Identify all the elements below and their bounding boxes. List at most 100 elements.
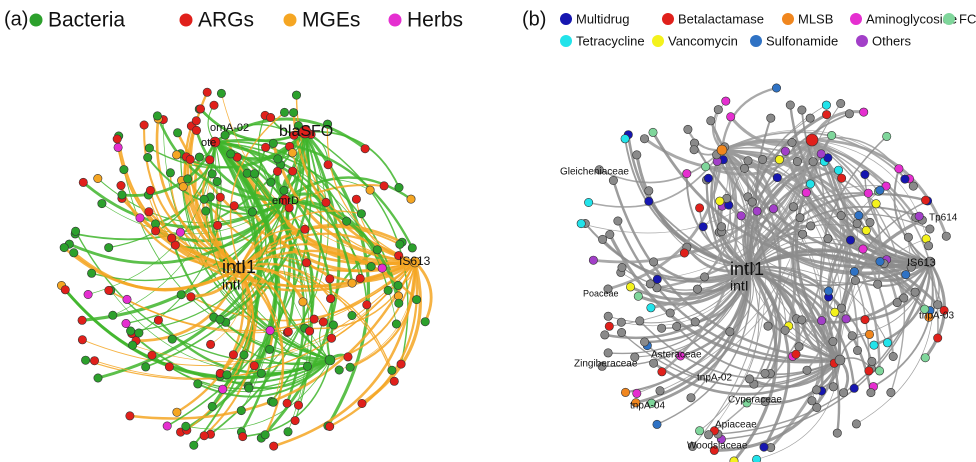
- node: [709, 445, 719, 455]
- node: [178, 182, 188, 192]
- node-label: Tp614: [929, 213, 958, 224]
- node: [121, 318, 131, 328]
- node: [192, 125, 202, 135]
- node: [266, 177, 276, 187]
- node: [266, 113, 276, 123]
- node: [657, 323, 667, 333]
- node: [228, 350, 238, 360]
- node: [256, 368, 266, 378]
- legend-label: ARGs: [198, 9, 254, 32]
- node: [97, 199, 107, 209]
- node-label: Apiaceae: [715, 420, 757, 431]
- node: [845, 235, 855, 245]
- node: [816, 149, 826, 159]
- node-label: tnpA-04: [630, 401, 665, 412]
- node: [279, 185, 289, 195]
- edge: [721, 148, 881, 371]
- edge: [864, 261, 932, 321]
- node: [892, 298, 902, 308]
- node: [215, 192, 225, 202]
- node: [875, 185, 885, 195]
- node: [920, 353, 930, 363]
- edge: [210, 141, 262, 408]
- node: [412, 295, 422, 305]
- node: [886, 387, 896, 397]
- node: [894, 164, 904, 174]
- node: [357, 398, 367, 408]
- node: [279, 107, 289, 117]
- node: [768, 204, 778, 214]
- legend-marker: [782, 13, 794, 25]
- node: [309, 314, 319, 324]
- edge: [214, 140, 348, 222]
- edge: [699, 267, 760, 432]
- node: [389, 376, 399, 386]
- node: [218, 384, 228, 394]
- edge: [721, 149, 881, 262]
- node: [640, 337, 650, 347]
- node: [207, 169, 217, 179]
- node-label: tnpA-03: [919, 311, 954, 322]
- node: [726, 112, 736, 122]
- node: [71, 226, 81, 236]
- node: [941, 231, 951, 241]
- panel-label: (b): [522, 8, 546, 30]
- node: [617, 262, 627, 272]
- node: [298, 297, 308, 307]
- edge: [646, 345, 841, 388]
- node: [849, 267, 859, 277]
- node: [205, 155, 215, 165]
- node: [704, 430, 714, 440]
- edge: [239, 267, 285, 436]
- node: [745, 374, 755, 384]
- node: [78, 177, 88, 187]
- edge: [748, 169, 839, 269]
- node: [686, 393, 696, 403]
- node: [181, 421, 191, 431]
- node: [216, 88, 226, 98]
- edge: [121, 141, 217, 197]
- node: [881, 181, 891, 191]
- node: [209, 100, 219, 110]
- node: [695, 426, 705, 436]
- node: [406, 194, 416, 204]
- node: [323, 160, 333, 170]
- node: [632, 388, 642, 398]
- node: [788, 202, 798, 212]
- edge: [754, 117, 841, 361]
- node: [265, 325, 275, 335]
- legend-marker: [750, 35, 762, 47]
- node: [849, 383, 859, 393]
- node: [173, 128, 183, 138]
- edge: [792, 139, 818, 208]
- edge: [714, 359, 842, 452]
- legend-label: Others: [872, 33, 912, 48]
- edge: [649, 267, 751, 296]
- edge: [748, 112, 850, 269]
- node: [207, 401, 217, 411]
- node: [742, 398, 752, 408]
- node: [268, 397, 278, 407]
- node: [827, 131, 837, 141]
- node: [906, 262, 916, 272]
- node: [828, 336, 838, 346]
- node: [239, 350, 249, 360]
- node: [193, 379, 203, 389]
- node: [859, 107, 869, 117]
- node: [717, 222, 727, 232]
- node: [817, 316, 827, 326]
- legend-marker: [652, 35, 664, 47]
- node: [305, 326, 315, 336]
- node: [701, 162, 711, 172]
- node: [282, 398, 292, 408]
- node: [60, 285, 70, 295]
- node: [576, 219, 586, 229]
- node: [823, 234, 833, 244]
- node: [206, 339, 216, 349]
- node: [617, 327, 627, 337]
- node: [321, 197, 331, 207]
- node: [652, 419, 662, 429]
- node: [394, 183, 404, 193]
- node: [828, 382, 838, 392]
- node: [167, 334, 177, 344]
